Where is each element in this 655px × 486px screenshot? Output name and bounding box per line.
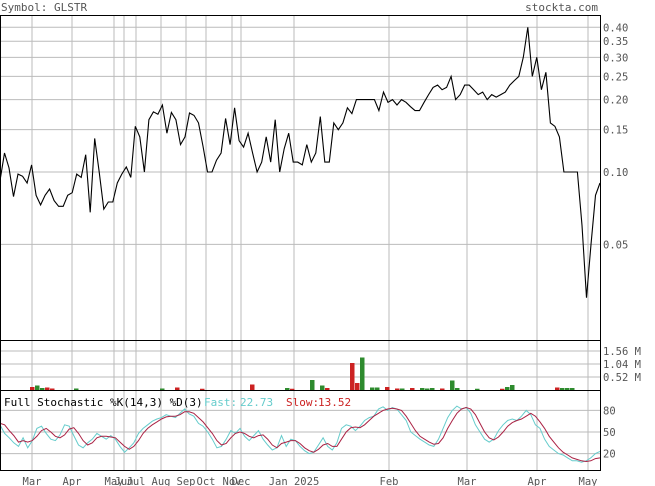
price-tick-label: 0.20	[603, 95, 628, 107]
volume-bar	[410, 388, 415, 390]
volume-bar	[325, 388, 330, 390]
volume-bar	[320, 385, 325, 390]
fast-label: Fast:	[204, 396, 237, 409]
month-label: Sep	[177, 476, 196, 486]
volume-bar	[290, 388, 295, 390]
volume-bar	[400, 388, 405, 390]
slow-label: Slow:	[286, 396, 319, 409]
stochastic-title: Full Stochastic %K(14,3) %D(3)	[4, 396, 203, 409]
volume-bar	[385, 387, 390, 390]
volume-bar	[310, 380, 315, 390]
volume-bar	[175, 387, 180, 390]
volume-bar	[505, 387, 510, 390]
volume-bar	[565, 388, 570, 390]
volume-panel	[30, 357, 575, 390]
volume-bar	[350, 363, 355, 390]
month-label: Aug	[152, 476, 171, 486]
month-label: Oct	[197, 476, 216, 486]
month-label: May	[105, 476, 124, 486]
stochastic-tick-label: 50	[603, 427, 616, 439]
volume-bar	[74, 388, 79, 390]
month-label: Jan 2025	[269, 476, 320, 486]
volume-bar	[475, 388, 480, 390]
price-tick-label: 0.10	[603, 167, 628, 179]
month-label: Jul	[127, 476, 146, 486]
volume-bar	[200, 388, 205, 390]
volume-bar	[360, 357, 365, 390]
price-tick-label: 0.05	[603, 239, 628, 251]
volume-bar	[555, 387, 560, 390]
price-panel	[0, 27, 601, 298]
panel-frame	[0, 15, 601, 341]
price-line	[0, 27, 601, 298]
site-label[interactable]: stockta.com	[525, 1, 598, 14]
panel-frames	[0, 15, 601, 471]
volume-bar	[40, 388, 45, 390]
stochastic-panel	[0, 405, 601, 463]
volume-bar	[30, 387, 35, 390]
month-label: Apr	[63, 476, 82, 486]
stochastic-tick-label: 20	[603, 449, 616, 461]
volume-bar	[355, 383, 360, 390]
month-label: Feb	[380, 476, 399, 486]
volume-bar	[560, 388, 565, 390]
panel-frame	[0, 340, 601, 391]
month-label: Mar	[23, 476, 42, 486]
slow-line	[0, 406, 601, 463]
volume-bar	[420, 388, 425, 390]
volume-bar	[440, 388, 445, 390]
slow-value: 13.52	[318, 396, 351, 409]
volume-bar	[455, 388, 460, 390]
volume-bar	[375, 387, 380, 390]
month-label: Mar	[458, 476, 477, 486]
volume-tick-label: 1.56 M	[603, 346, 641, 358]
fast-value: 22.73	[240, 396, 273, 409]
price-tick-label: 0.35	[603, 36, 628, 48]
volume-bar	[370, 387, 375, 390]
price-tick-label: 0.15	[603, 125, 628, 137]
volume-bar	[45, 387, 50, 390]
volume-bar	[395, 388, 400, 390]
price-tick-label: 0.25	[603, 71, 628, 83]
panel-frame	[0, 390, 601, 471]
month-label: Apr	[528, 476, 547, 486]
volume-bar	[430, 388, 435, 390]
volume-bar	[160, 388, 165, 390]
month-label: May	[579, 476, 598, 486]
volume-tick-label: 0.52 M	[603, 372, 641, 384]
volume-bar	[510, 385, 515, 390]
volume-bar	[570, 388, 575, 390]
symbol-label: Symbol: GLSTR	[1, 1, 87, 14]
price-tick-label: 0.30	[603, 52, 628, 64]
volume-bar	[425, 388, 430, 390]
volume-bar	[50, 388, 55, 390]
volume-bar	[35, 385, 40, 390]
stochastic-tick-label: 80	[603, 405, 616, 417]
month-label: Nov	[223, 476, 242, 486]
volume-bar	[250, 384, 255, 390]
volume-bar	[450, 380, 455, 390]
month-label: Jun	[115, 476, 134, 486]
month-label: Dec	[232, 476, 251, 486]
volume-tick-label: 1.04 M	[603, 359, 641, 371]
chart-grid	[0, 15, 600, 470]
price-tick-label: 0.40	[603, 22, 628, 34]
volume-bar	[285, 388, 290, 390]
fast-line	[0, 405, 601, 463]
volume-bar	[500, 388, 505, 390]
